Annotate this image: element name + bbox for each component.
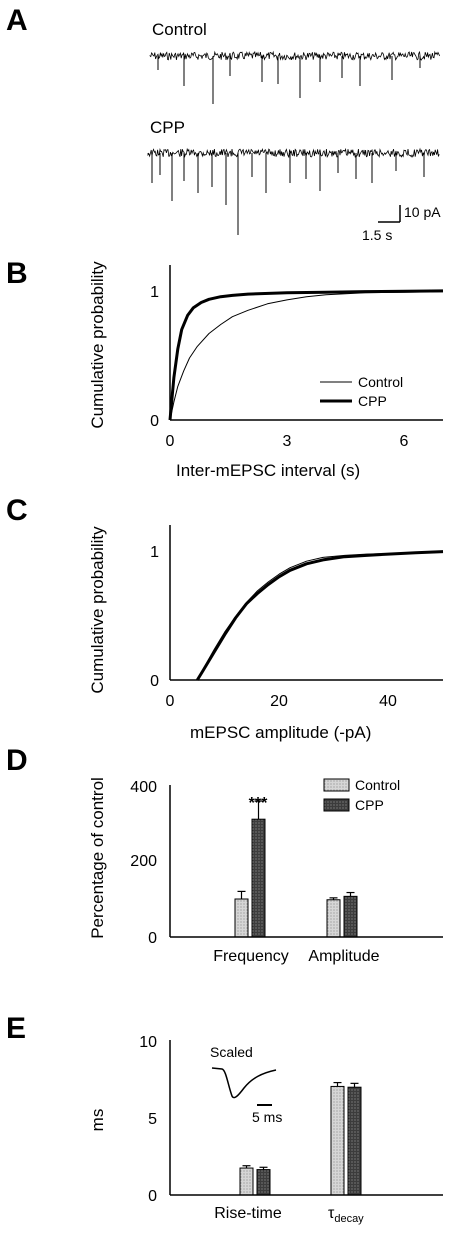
y-tick-labels-d: 0 200 400 xyxy=(130,779,157,947)
category-label-amplitude: Amplitude xyxy=(308,948,379,965)
y-axis-label-c: Cumulative probability xyxy=(88,526,107,694)
inset-scaled-trace: Scaled 5 ms xyxy=(210,1044,282,1125)
legend-d: Control CPP xyxy=(323,777,400,813)
y-tick-label: 1 xyxy=(150,544,159,561)
x-axis-label-b: Inter-mEPSC interval (s) xyxy=(176,461,360,480)
scale-bar-x-label: 1.5 s xyxy=(362,227,392,243)
legend-swatch-control xyxy=(323,778,350,792)
inset-scale-label: 5 ms xyxy=(252,1109,282,1125)
trace-cpp xyxy=(147,147,440,235)
bar-control xyxy=(330,1085,345,1196)
y-tick-label: 10 xyxy=(139,1034,157,1051)
panel-label-d: D xyxy=(6,744,28,777)
bar-cpp xyxy=(343,895,358,938)
x-tick-labels-c: 0 20 40 xyxy=(166,693,397,710)
bar-cpp xyxy=(256,1169,271,1196)
chart-d: 0 200 400 Frequency Amplitude Percentage… xyxy=(88,777,443,965)
series-line-cpp xyxy=(196,550,444,681)
bar-control xyxy=(326,899,341,938)
legend-b: Control CPP xyxy=(320,374,403,409)
category-label-tau-decay: τdecay xyxy=(328,1205,364,1225)
x-tick-label: 0 xyxy=(166,433,175,450)
trace-label-cpp: CPP xyxy=(150,118,185,137)
series-line-control xyxy=(196,550,444,681)
y-tick-labels-b: 0 1 xyxy=(150,284,159,430)
series-line-control xyxy=(169,291,444,421)
y-tick-label: 0 xyxy=(150,413,159,430)
y-tick-label: 200 xyxy=(130,853,157,870)
y-tick-labels-c: 0 1 xyxy=(150,544,159,690)
chart-e: 0 5 10 ms Rise-time τdecay Scaled 5 ms xyxy=(88,1034,443,1225)
bar-cpp xyxy=(347,1086,362,1196)
panel-label-c: C xyxy=(6,494,28,527)
y-axis-label-e: ms xyxy=(88,1109,107,1132)
x-tick-label: 3 xyxy=(283,433,292,450)
y-tick-labels-e: 0 5 10 xyxy=(139,1034,157,1205)
y-tick-label: 1 xyxy=(150,284,159,301)
significance-marker: *** xyxy=(249,795,268,812)
x-tick-label: 40 xyxy=(379,693,397,710)
category-label-rise-time: Rise-time xyxy=(214,1205,282,1222)
panel-label-e: E xyxy=(6,1012,26,1045)
legend-label-control: Control xyxy=(358,374,403,390)
trace-label-control: Control xyxy=(152,20,207,39)
panel-label-b: B xyxy=(6,257,28,290)
y-axis-label-d: Percentage of control xyxy=(88,777,107,939)
y-axis-label-b: Cumulative probability xyxy=(88,261,107,429)
bar-control xyxy=(234,898,249,938)
x-tick-labels-b: 0 3 6 xyxy=(166,433,409,450)
legend-label-cpp: CPP xyxy=(355,797,384,813)
x-tick-label: 0 xyxy=(166,693,175,710)
chart-c: 0 20 40 0 1 mEPSC amplitude (-pA) Cumula… xyxy=(88,525,444,742)
scale-bar-y-label: 10 pA xyxy=(404,204,441,220)
panel-label-a: A xyxy=(6,4,28,37)
x-tick-label: 6 xyxy=(400,433,409,450)
inset-label: Scaled xyxy=(210,1044,253,1060)
y-tick-label: 0 xyxy=(148,1188,157,1205)
trace-control xyxy=(149,50,440,104)
series-line-cpp xyxy=(168,289,444,421)
y-tick-label: 400 xyxy=(130,779,157,796)
bar-cpp xyxy=(251,818,266,938)
bar-control xyxy=(239,1167,254,1196)
y-tick-label: 0 xyxy=(150,673,159,690)
chart-b: 0 3 6 0 1 Inter-mEPSC interval (s) Cumul… xyxy=(88,261,444,480)
legend-label-cpp: CPP xyxy=(358,393,387,409)
y-tick-label: 0 xyxy=(148,930,157,947)
x-axis-label-c: mEPSC amplitude (-pA) xyxy=(190,723,371,742)
category-label-frequency: Frequency xyxy=(213,948,289,965)
x-tick-label: 20 xyxy=(270,693,288,710)
legend-label-control: Control xyxy=(355,777,400,793)
legend-swatch-cpp xyxy=(323,798,350,812)
scale-bar xyxy=(378,205,401,223)
y-tick-label: 5 xyxy=(148,1111,157,1128)
